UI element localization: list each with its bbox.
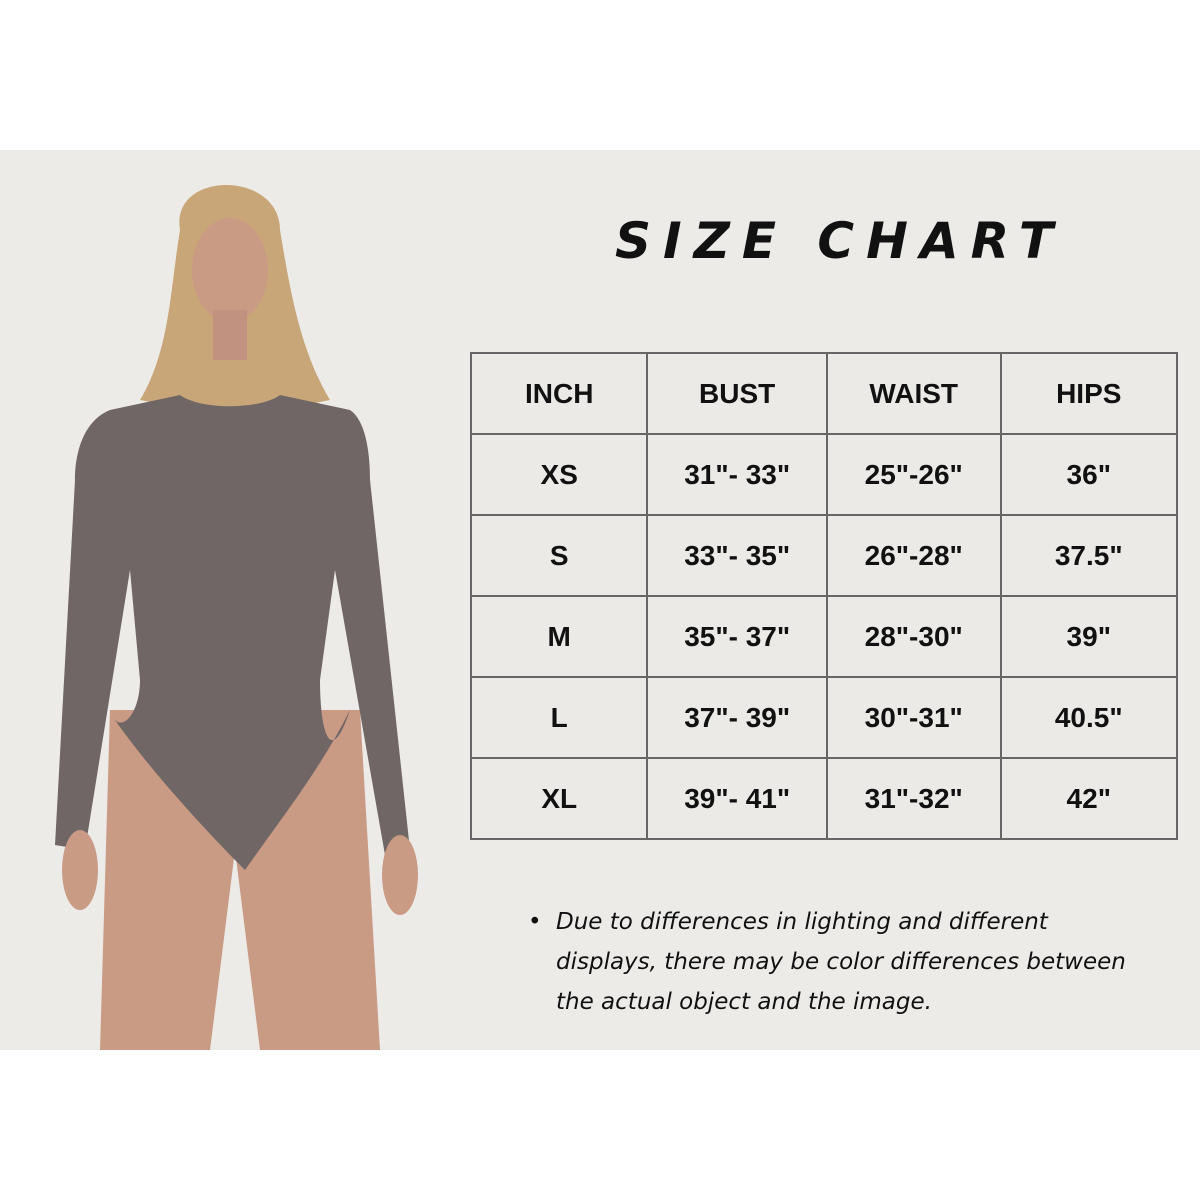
size-cell: XS — [469, 433, 649, 516]
waist-cell: 25"-26" — [825, 433, 1002, 516]
hips-cell: 36" — [999, 433, 1179, 516]
table-header-row: INCH BUST WAIST HIPS — [469, 352, 1179, 435]
hips-cell: 42" — [999, 757, 1179, 840]
face — [192, 218, 268, 322]
neck — [213, 310, 247, 360]
model-photo — [55, 185, 418, 1050]
bust-cell: 39"- 41" — [646, 757, 828, 840]
page-title: SIZE CHART — [614, 212, 1066, 270]
header-cell: INCH — [469, 352, 649, 435]
header-cell: HIPS — [999, 352, 1179, 435]
table-row: XS 31"- 33" 25"-26" 36" — [469, 433, 1179, 516]
legs — [100, 710, 380, 1050]
hips-cell: 40.5" — [999, 676, 1179, 759]
waist-cell: 28"-30" — [825, 595, 1002, 678]
hips-cell: 39" — [999, 595, 1179, 678]
size-cell: S — [469, 514, 649, 597]
bust-cell: 37"- 39" — [646, 676, 828, 759]
header-cell: BUST — [646, 352, 828, 435]
table-row: S 33"- 35" 26"-28" 37.5" — [469, 514, 1179, 597]
table-row: XL 39"- 41" 31"-32" 42" — [469, 757, 1179, 840]
hips-cell: 37.5" — [999, 514, 1179, 597]
bullet-icon: • — [528, 909, 542, 935]
table-row: L 37"- 39" 30"-31" 40.5" — [469, 676, 1179, 759]
bodysuit — [55, 395, 410, 870]
size-cell: XL — [469, 757, 649, 840]
size-table: INCH BUST WAIST HIPS XS 31"- 33" 25"-26"… — [469, 352, 1179, 840]
waist-cell: 26"-28" — [825, 514, 1002, 597]
left-hand — [62, 830, 98, 910]
size-cell: M — [469, 595, 649, 678]
header-cell: WAIST — [825, 352, 1002, 435]
waist-cell: 31"-32" — [825, 757, 1002, 840]
bust-cell: 35"- 37" — [646, 595, 828, 678]
right-hand — [382, 835, 418, 915]
table-row: M 35"- 37" 28"-30" 39" — [469, 595, 1179, 678]
bust-cell: 33"- 35" — [646, 514, 828, 597]
note-text: Due to differences in lighting and diffe… — [556, 909, 1126, 1015]
size-cell: L — [469, 676, 649, 759]
bust-cell: 31"- 33" — [646, 433, 828, 516]
waist-cell: 30"-31" — [825, 676, 1002, 759]
